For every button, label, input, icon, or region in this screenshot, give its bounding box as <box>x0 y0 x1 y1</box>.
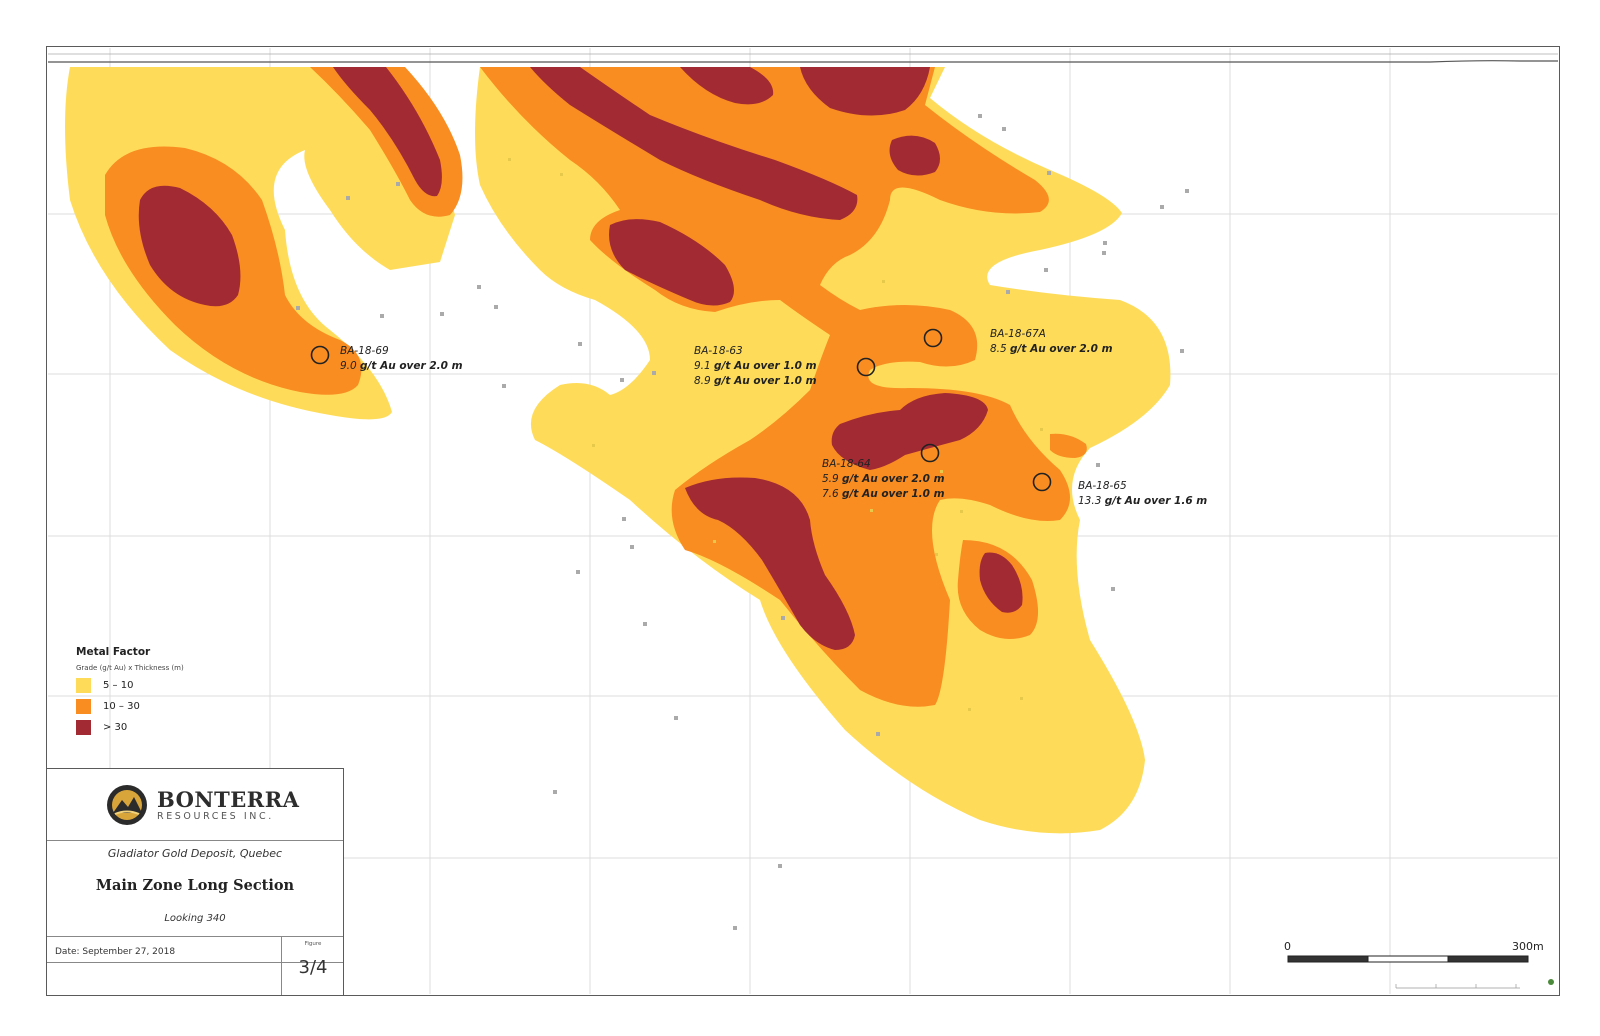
hole-result: 8.5 g/t Au over 2.0 m <box>990 343 1113 355</box>
marker-ba-18-64 <box>920 443 940 463</box>
marker-ba-18-63 <box>856 357 876 377</box>
label-ba-18-64: BA-18-64 5.9 g/t Au over 2.0 m 7.6 g/t A… <box>822 457 945 502</box>
legend-item-low: 5 – 10 <box>76 677 184 693</box>
marker-ba-18-69 <box>310 345 330 365</box>
view-direction: Looking 340 <box>164 913 226 924</box>
zone-mid-east-spot <box>1050 433 1087 458</box>
legend-label: 5 – 10 <box>103 679 134 691</box>
scale-bar <box>1287 955 1529 963</box>
marker-ba-18-65 <box>1032 472 1052 492</box>
legend-label: > 30 <box>103 721 128 733</box>
label-ba-18-65: BA-18-65 13.3 g/t Au over 1.6 m <box>1078 479 1207 509</box>
title-block: BONTERRA RESOURCES INC. Gladiator Gold D… <box>46 768 344 996</box>
legend-swatch-mid <box>76 698 91 714</box>
north-arrow-icon <box>1548 979 1554 985</box>
zone-high-south <box>685 477 855 650</box>
topography-line <box>48 60 1558 63</box>
hole-result: 9.1 g/t Au over 1.0 m <box>694 360 817 372</box>
hole-id: BA-18-65 <box>1078 480 1127 492</box>
legend-title: Metal Factor <box>76 646 151 658</box>
hole-result: 5.9 g/t Au over 2.0 m <box>822 473 945 485</box>
zone-high-north <box>333 67 442 197</box>
marker-ba-18-67a <box>923 328 943 348</box>
legend-swatch-low <box>76 677 91 693</box>
title-block-date-row <box>47 937 343 963</box>
section-title: Main Zone Long Section <box>95 877 295 894</box>
drill-pierce-points <box>296 114 1189 930</box>
hole-result: 7.6 g/t Au over 1.0 m <box>822 488 945 500</box>
bottom-right-ticks <box>1395 984 1520 989</box>
deposit-name: Gladiator Gold Deposit, Quebec <box>107 847 283 860</box>
company-name: BONTERRA <box>157 786 300 812</box>
label-ba-18-63: BA-18-63 9.1 g/t Au over 1.0 m 8.9 g/t A… <box>694 344 817 389</box>
hole-result: 9.0 g/t Au over 2.0 m <box>340 360 463 372</box>
figure-label: Figure <box>304 941 322 947</box>
scale-start-label: 0 <box>1284 940 1291 953</box>
zone-high-band-3 <box>800 67 930 116</box>
figure-number: 3/4 <box>298 957 328 978</box>
legend: Metal Factor Grade (g/t Au) x Thickness … <box>76 646 184 735</box>
zone-high-pod-1 <box>889 135 940 176</box>
title-block-title-row <box>47 841 343 937</box>
legend-label: 10 – 30 <box>103 700 140 712</box>
zone-high-band-2 <box>680 67 774 105</box>
legend-item-high: > 30 <box>76 719 184 735</box>
label-ba-18-69: BA-18-69 9.0 g/t Au over 2.0 m <box>340 344 463 374</box>
hole-id: BA-18-69 <box>340 345 389 357</box>
company-subtitle: RESOURCES INC. <box>157 810 274 822</box>
drill-hole-markers <box>310 328 1052 492</box>
hole-id: BA-18-64 <box>822 458 871 470</box>
drill-pierce-points-in-zone <box>508 158 1043 711</box>
zone-high-central <box>831 393 988 470</box>
title-block-logo-row <box>47 769 343 841</box>
legend-swatch-high <box>76 719 91 735</box>
label-ba-18-67a: BA-18-67A 8.5 g/t Au over 2.0 m <box>990 327 1113 357</box>
zone-high-band-1 <box>530 67 858 220</box>
figure-box: Figure 3/4 <box>281 937 344 995</box>
zone-high-east <box>979 552 1023 613</box>
zone-high-pod-2 <box>609 219 734 306</box>
legend-subtitle: Grade (g/t Au) x Thickness (m) <box>76 664 184 672</box>
hole-result: 13.3 g/t Au over 1.6 m <box>1078 495 1208 507</box>
legend-item-mid: 10 – 30 <box>76 698 184 714</box>
hole-id: BA-18-63 <box>694 345 743 357</box>
zone-high-west <box>138 185 241 307</box>
hole-id: BA-18-67A <box>990 328 1046 340</box>
scale-end-label: 300m <box>1512 940 1544 953</box>
date-text: Date: September 27, 2018 <box>55 947 176 957</box>
hole-result: 8.9 g/t Au over 1.0 m <box>694 375 817 387</box>
zone-high-grade <box>138 67 1023 650</box>
company-logo: BONTERRA RESOURCES INC. <box>105 783 299 827</box>
bonterra-logo-icon <box>107 785 147 825</box>
